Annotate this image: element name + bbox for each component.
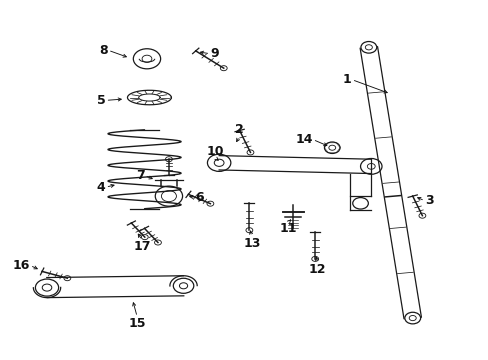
Text: 1: 1 <box>342 73 351 86</box>
Text: 11: 11 <box>279 222 297 235</box>
Text: 17: 17 <box>133 240 150 253</box>
Text: 16: 16 <box>13 259 30 272</box>
Text: 15: 15 <box>128 317 146 330</box>
Text: 2: 2 <box>235 123 244 136</box>
Text: 5: 5 <box>97 94 105 107</box>
Text: 3: 3 <box>424 194 433 207</box>
Text: 8: 8 <box>99 44 108 57</box>
Text: 7: 7 <box>136 169 144 182</box>
Text: 13: 13 <box>243 237 260 250</box>
Text: 6: 6 <box>195 191 204 204</box>
Text: 4: 4 <box>97 181 105 194</box>
Text: 14: 14 <box>295 133 312 146</box>
Text: 12: 12 <box>308 263 325 276</box>
Text: 9: 9 <box>210 47 219 60</box>
Text: 10: 10 <box>206 145 224 158</box>
